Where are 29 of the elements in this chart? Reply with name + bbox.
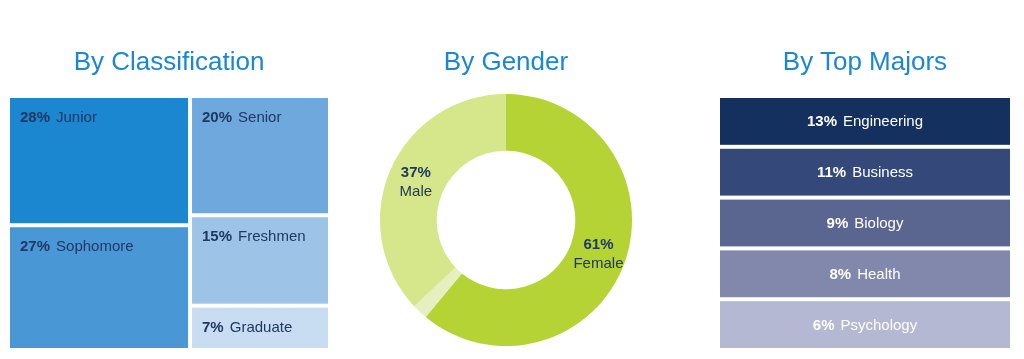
- data-label: 15%: [202, 227, 233, 245]
- data-label: 7%: [202, 317, 224, 335]
- chart-title: By Gender: [443, 46, 569, 76]
- category-label: Freshmen: [238, 227, 306, 245]
- data-label: 13%: [806, 112, 837, 130]
- slice-label: Male: [399, 181, 433, 199]
- data-label: 11%: [816, 163, 847, 181]
- slice-label: Female: [573, 254, 624, 272]
- data-label: 9%: [826, 214, 849, 231]
- category-label: Business: [852, 163, 914, 181]
- category-label: Biology: [854, 214, 904, 231]
- data-label: 28%: [20, 108, 51, 125]
- data-label: 20%: [202, 108, 233, 125]
- data-label: 37%: [400, 162, 431, 180]
- data-label: 6%: [812, 315, 835, 333]
- category-label: Junior: [56, 108, 97, 125]
- category-label: Sophomore: [56, 237, 134, 255]
- text: By Classification: [73, 46, 265, 76]
- text: By Top Majors: [782, 46, 948, 76]
- category-label: Psychology: [840, 315, 918, 333]
- donut-slice: [414, 267, 462, 318]
- category-label: Health: [857, 264, 901, 282]
- data-label: 27%: [20, 237, 51, 255]
- donut-slice: [380, 94, 506, 307]
- category-label: Graduate: [229, 317, 293, 335]
- category-label: Senior: [238, 108, 282, 125]
- data-label: 8%: [829, 264, 852, 282]
- category-label: Engineering: [842, 112, 924, 130]
- data-label: 61%: [583, 235, 614, 253]
